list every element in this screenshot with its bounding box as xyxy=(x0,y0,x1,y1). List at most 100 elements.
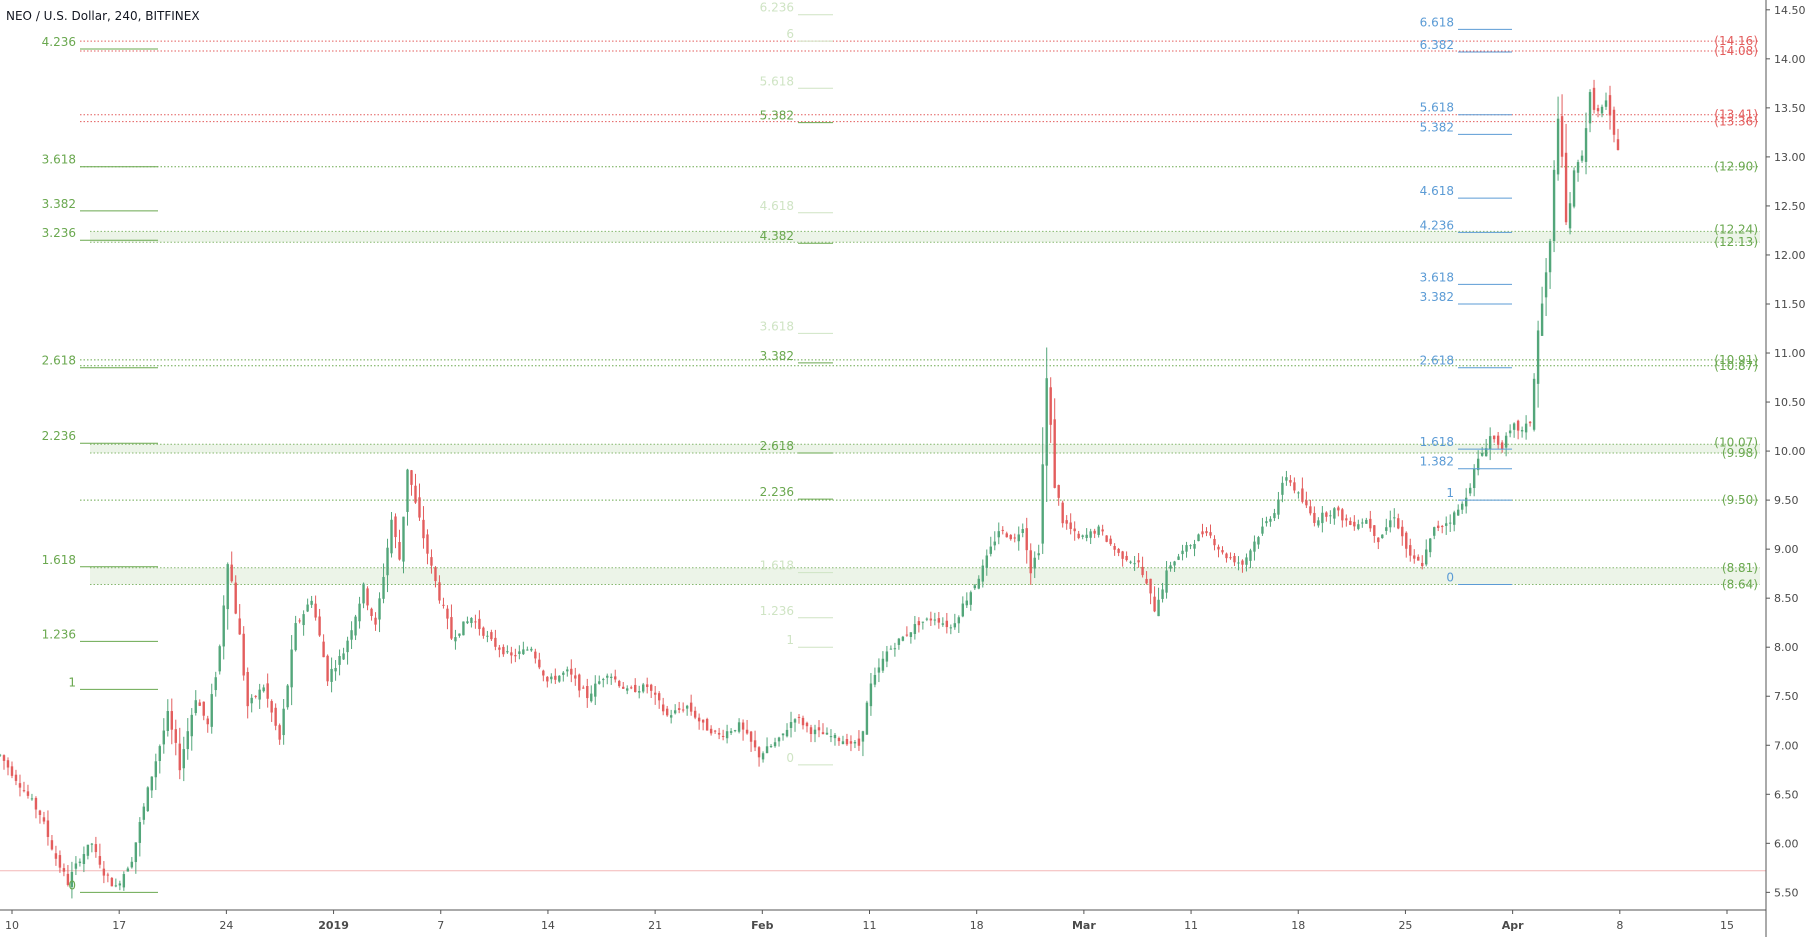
candle-body xyxy=(1297,492,1300,494)
candle-body xyxy=(1584,128,1588,162)
candle-body xyxy=(1604,100,1608,107)
candle-body xyxy=(366,588,369,606)
level-price-label: (9.98) xyxy=(1722,446,1758,460)
candle-body xyxy=(1381,534,1384,539)
candle-body xyxy=(122,874,126,888)
fib-mid-label: 5.382 xyxy=(760,109,794,123)
time-tick-label: 18 xyxy=(970,919,984,932)
fib-mid-label: 2.618 xyxy=(760,439,794,453)
candle-body xyxy=(274,707,277,726)
candle-body xyxy=(1153,596,1156,612)
fib-left: 4.236 3.618 3.382 3.236 2.618 2.236 1.618 1.236… xyxy=(42,35,158,893)
candle-body xyxy=(186,731,189,750)
candle-body xyxy=(22,790,26,792)
candle-body xyxy=(266,683,269,699)
candle-body xyxy=(350,630,353,640)
candle-body xyxy=(777,737,781,742)
candle-body xyxy=(1484,448,1488,457)
price-tick-label: 9.50 xyxy=(1774,494,1799,507)
candle-body xyxy=(470,617,473,624)
candle-body xyxy=(346,640,349,653)
candle-body xyxy=(789,722,793,728)
candle-body xyxy=(610,676,613,678)
candle-body xyxy=(797,716,801,718)
level-price-label: (8.64) xyxy=(1722,577,1758,591)
fib-right-label: 1.618 xyxy=(1420,435,1454,449)
candle-body xyxy=(1001,529,1004,531)
candle-body xyxy=(1500,442,1504,450)
candle-body xyxy=(1165,570,1168,593)
candle-body xyxy=(885,651,889,662)
candle-body xyxy=(494,637,497,647)
candle-body xyxy=(981,565,984,582)
candle-body xyxy=(1289,480,1292,483)
candle-body xyxy=(1061,502,1064,524)
candle-body xyxy=(1377,537,1380,543)
candle-body xyxy=(753,740,757,748)
candle-body xyxy=(282,708,285,736)
candle-body xyxy=(1081,535,1084,537)
fib-left-label: 3.618 xyxy=(42,153,76,167)
level-price-label: (13.36) xyxy=(1714,115,1758,129)
candle-body xyxy=(342,653,345,660)
candle-body xyxy=(1333,508,1336,519)
candle-body xyxy=(390,519,393,554)
candle-body xyxy=(574,675,577,679)
fib-mid-label: 2.236 xyxy=(760,485,794,499)
candle-body xyxy=(1037,553,1040,556)
candle-body xyxy=(889,648,893,650)
candle-body xyxy=(945,620,949,628)
fib-right-label: 5.382 xyxy=(1420,120,1454,134)
fib-right-label: 4.618 xyxy=(1420,184,1454,198)
candle-body xyxy=(1544,272,1548,298)
candle-body xyxy=(578,674,581,691)
time-tick-label: 14 xyxy=(541,919,555,932)
candle-body xyxy=(1488,436,1492,450)
candle-body xyxy=(1189,545,1192,547)
candle-body xyxy=(434,567,437,582)
candle-body xyxy=(394,516,397,538)
candle-body xyxy=(881,658,885,671)
candle-body xyxy=(1357,524,1360,529)
candle-body xyxy=(510,652,513,656)
candle-body xyxy=(194,700,197,714)
candle-body xyxy=(1425,549,1428,565)
candle-body xyxy=(218,646,221,672)
price-tick-label: 13.00 xyxy=(1774,151,1806,164)
fib-left-label: 3.382 xyxy=(42,197,76,211)
candle-body xyxy=(378,598,381,620)
time-tick-label: 11 xyxy=(1184,919,1198,932)
candle-body xyxy=(18,783,22,788)
level-price-label: (12.13) xyxy=(1714,235,1758,249)
candle-body xyxy=(961,603,965,617)
fib-mid-label: 1.618 xyxy=(760,559,794,573)
price-tick-label: 7.50 xyxy=(1774,690,1799,703)
candle-body xyxy=(130,861,134,868)
candle-body xyxy=(833,734,837,739)
candle-body xyxy=(1472,468,1476,489)
candle-body xyxy=(1141,566,1144,576)
fib-left-label: 1.236 xyxy=(42,627,76,641)
candle-body xyxy=(1145,578,1148,584)
candle-body xyxy=(258,689,261,700)
candle-body xyxy=(338,656,341,665)
candle-body xyxy=(1524,423,1528,433)
candle-body xyxy=(989,546,992,554)
candle-body xyxy=(170,711,173,730)
candle-body xyxy=(1361,522,1364,524)
candle-body xyxy=(1253,541,1256,552)
candle-body xyxy=(634,684,637,692)
candle-body xyxy=(813,729,817,735)
candle-body xyxy=(1157,599,1160,617)
candle-body xyxy=(1516,420,1520,431)
candle-body xyxy=(1257,537,1260,545)
candle-body xyxy=(414,485,417,503)
candle-body xyxy=(210,694,213,727)
candle-body xyxy=(618,680,621,687)
candle-body xyxy=(1325,512,1328,517)
time-tick-label: Mar xyxy=(1072,919,1096,932)
candle-body xyxy=(42,817,46,822)
candle-body xyxy=(1077,533,1080,539)
candle-body xyxy=(649,684,653,691)
